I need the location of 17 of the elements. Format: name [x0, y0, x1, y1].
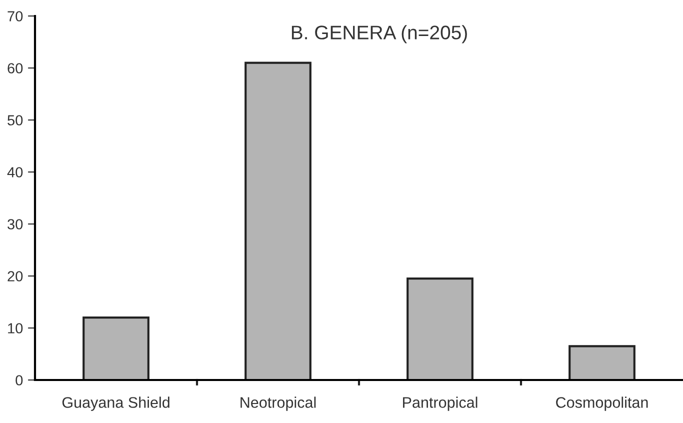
bar [406, 278, 474, 380]
x-tick-label: Pantropical [403, 396, 478, 411]
y-tick-label: 70 [8, 11, 23, 22]
y-tick-label: 10 [8, 323, 23, 334]
bar [82, 316, 150, 380]
x-tick-label: Neotropical [240, 396, 316, 411]
y-tick-label: 50 [8, 115, 23, 126]
y-tick-label: 60 [8, 63, 23, 74]
bar [568, 345, 636, 380]
y-tick-label: 0 [16, 375, 23, 386]
x-tick-label: Cosmopolitan [556, 396, 648, 411]
chart-title: B. GENERA (n=205) [292, 25, 467, 44]
y-tick-label: 30 [8, 219, 23, 230]
bar [244, 62, 312, 380]
y-tick-label: 40 [7, 167, 23, 178]
x-tick-label: Guayana Shield [62, 396, 170, 411]
y-tick-label: 20 [8, 271, 23, 282]
